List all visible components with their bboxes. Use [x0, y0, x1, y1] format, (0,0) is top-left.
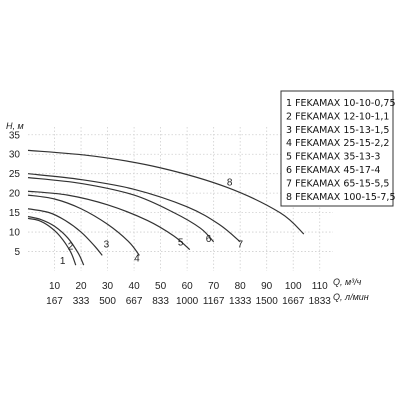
curve-4 — [27, 194, 140, 256]
x-tick-label-secondary: 1833 — [309, 296, 332, 307]
legend-entry: 8 FEKAMAX 100-15-7,5 — [286, 192, 396, 203]
x-axis-label-primary: Q, м³/ч — [333, 277, 362, 287]
curve-5 — [27, 190, 191, 251]
y-axis-label: H, м — [6, 121, 24, 131]
x-tick-label-secondary: 1500 — [256, 296, 279, 307]
x-tick-label-secondary: 667 — [126, 296, 143, 307]
legend-entry: 1 FEKAMAX 10-10-0,75 — [286, 98, 396, 109]
curve-label-2: 2 — [68, 242, 74, 253]
curve-8 — [27, 149, 305, 235]
x-tick-label-secondary: 833 — [152, 296, 169, 307]
legend: 1 FEKAMAX 10-10-0,75 2 FEKAMAX 12-10-1,1 3… — [280, 90, 396, 207]
x-tick-label: 80 — [235, 281, 247, 292]
curve-2 — [27, 215, 85, 266]
legend-entry: 4 FEKAMAX 25-15-2,2 — [286, 138, 389, 149]
x-tick-label-secondary: 1667 — [282, 296, 305, 307]
y-tick-label: 5 — [14, 247, 20, 258]
x-tick-label: 60 — [182, 281, 194, 292]
curve-label-7: 7 — [238, 240, 244, 251]
curve-label-8: 8 — [227, 177, 233, 188]
x-tick-label-secondary: 1000 — [176, 296, 199, 307]
x-tick-label: 40 — [129, 281, 141, 292]
curve-label-1: 1 — [60, 256, 66, 267]
x-axis-label-secondary: Q, л/мин — [333, 292, 369, 302]
y-tick-label: 20 — [9, 189, 21, 200]
x-tick-label-secondary: 500 — [99, 296, 116, 307]
curve-label-5: 5 — [178, 238, 184, 249]
y-tick-label: 10 — [9, 228, 21, 239]
x-tick-label-secondary: 1167 — [203, 296, 225, 307]
curve-3 — [27, 208, 103, 256]
legend-entry: 5 FEKAMAX 35-13-3 — [286, 152, 380, 163]
curve-1 — [27, 217, 77, 266]
legend-entry: 6 FEKAMAX 45-17-4 — [286, 165, 380, 176]
x-tick-label: 20 — [75, 281, 87, 292]
x-tick-label-secondary: 1333 — [229, 296, 252, 307]
y-tick-label: 30 — [9, 150, 21, 161]
curve-6 — [27, 176, 215, 243]
x-tick-label: 10 — [49, 281, 61, 292]
curve-label-4: 4 — [134, 253, 140, 264]
x-tick-label: 100 — [285, 281, 302, 292]
curve-label-6: 6 — [206, 234, 212, 245]
x-tick-label-secondary: 333 — [73, 296, 90, 307]
curve-label-3: 3 — [104, 240, 110, 251]
axes: H, м Q, м³/ч Q, л/мин — [6, 121, 369, 302]
y-tick-label: 25 — [9, 169, 21, 180]
legend-entry: 7 FEKAMAX 65-15-5,5 — [286, 178, 389, 189]
legend-entry: 3 FEKAMAX 15-13-1,5 — [286, 125, 389, 136]
legend-box — [280, 90, 394, 207]
x-tick-label: 110 — [312, 281, 328, 292]
y-tick-label: 35 — [9, 130, 21, 141]
x-tick-label: 90 — [261, 281, 273, 292]
x-tick-label-secondary: 167 — [46, 296, 63, 307]
y-tick-label: 15 — [9, 208, 21, 219]
tick-labels: 5101520253035101672033330500406675083360… — [9, 130, 331, 307]
curve-7 — [27, 173, 241, 243]
x-tick-label: 30 — [102, 281, 114, 292]
x-tick-label: 70 — [208, 281, 220, 292]
legend-entry: 2 FEKAMAX 12-10-1,1 — [286, 111, 389, 122]
curves: 12 3 4 5 6 7 8 — [27, 149, 305, 267]
x-tick-label: 50 — [155, 281, 167, 292]
